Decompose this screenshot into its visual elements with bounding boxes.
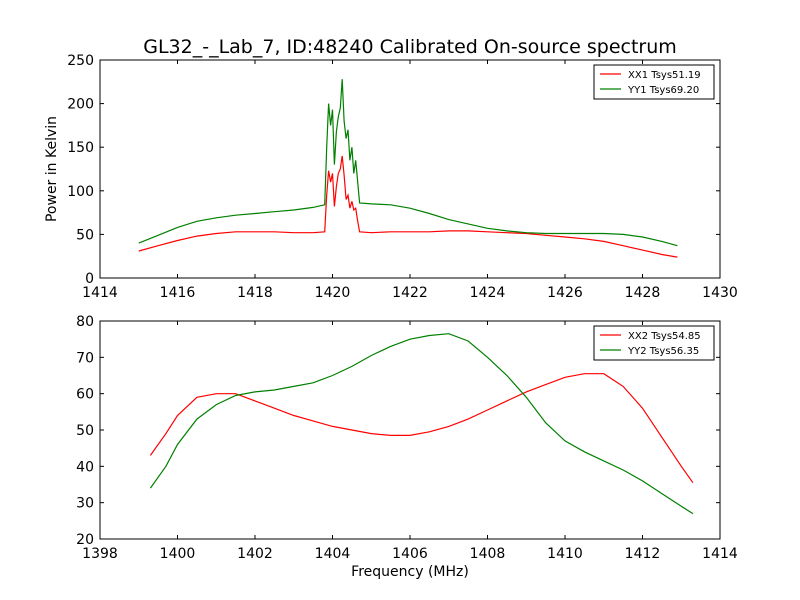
plot-top: 1414 1416 1418 1420 1422 1424 1426 1428 1430 0 50 1… xyxy=(44,53,738,301)
series-line-top-1 xyxy=(138,155,678,258)
y-tick-label-top: 50 xyxy=(76,227,94,243)
series-line-bottom-2 xyxy=(149,333,694,515)
y-tick-label-bottom: 60 xyxy=(76,387,94,403)
x-tick-label-top: 1426 xyxy=(547,285,583,301)
legend-box-top xyxy=(593,64,715,100)
plot-bottom: 1398 1400 1402 1404 1406 1408 1410 1412 1414 20 30… xyxy=(76,314,738,580)
x-tick-label-bottom: 1408 xyxy=(470,546,506,562)
x-tick-label-top: 1418 xyxy=(237,285,273,301)
x-tick-label-top: 1414 xyxy=(82,285,118,301)
x-tick-label-top: 1420 xyxy=(315,285,351,301)
legend-label-top-2: YY1 Tsys69.20 xyxy=(627,85,699,96)
x-tick-label-bottom: 1402 xyxy=(237,546,273,562)
legend-label-bottom-1: XX2 Tsys54.85 xyxy=(628,331,701,342)
x-tick-label-bottom: 1398 xyxy=(82,546,118,562)
x-tick-label-top: 1422 xyxy=(392,285,428,301)
y-axis-label-top: Power in Kelvin xyxy=(44,116,60,222)
legend-top: XX1 Tsys51.19 YY1 Tsys69.20 xyxy=(593,64,715,100)
y-tick-label-bottom: 20 xyxy=(76,532,94,548)
x-tick-label-bottom: 1410 xyxy=(547,546,583,562)
legend-bottom: XX2 Tsys54.85 YY2 Tsys56.35 xyxy=(593,325,715,361)
y-tick-label-top: 200 xyxy=(67,97,94,113)
chart-title: GL32_-_Lab_7, ID:48240 Calibrated On-sou… xyxy=(143,36,677,58)
series-line-bottom-1 xyxy=(149,373,694,484)
y-tick-label-top: 0 xyxy=(85,271,94,287)
legend-label-bottom-2: YY2 Tsys56.35 xyxy=(627,346,699,357)
x-axis-label-bottom: Frequency (MHz) xyxy=(351,564,469,580)
x-tick-label-top: 1416 xyxy=(160,285,196,301)
y-tick-label-top: 100 xyxy=(67,184,94,200)
x-tick-label-bottom: 1414 xyxy=(702,546,738,562)
y-tick-label-bottom: 80 xyxy=(76,314,94,330)
x-tick-label-bottom: 1400 xyxy=(160,546,196,562)
legend-box-bottom xyxy=(593,325,715,361)
y-tick-label-bottom: 50 xyxy=(76,423,94,439)
x-tick-label-top: 1430 xyxy=(702,285,738,301)
y-tick-label-bottom: 40 xyxy=(76,459,94,475)
x-tick-label-bottom: 1412 xyxy=(625,546,661,562)
series-line-top-2 xyxy=(138,79,678,247)
x-tick-label-bottom: 1404 xyxy=(315,546,351,562)
y-tick-label-top: 150 xyxy=(67,140,94,156)
legend-label-top-1: XX1 Tsys51.19 xyxy=(628,70,701,81)
x-tick-label-bottom: 1406 xyxy=(392,546,428,562)
x-tick-label-top: 1424 xyxy=(470,285,506,301)
y-tick-label-top: 250 xyxy=(67,53,94,69)
x-tick-label-top: 1428 xyxy=(625,285,661,301)
y-tick-label-bottom: 70 xyxy=(76,350,94,366)
y-tick-label-bottom: 30 xyxy=(76,496,94,512)
